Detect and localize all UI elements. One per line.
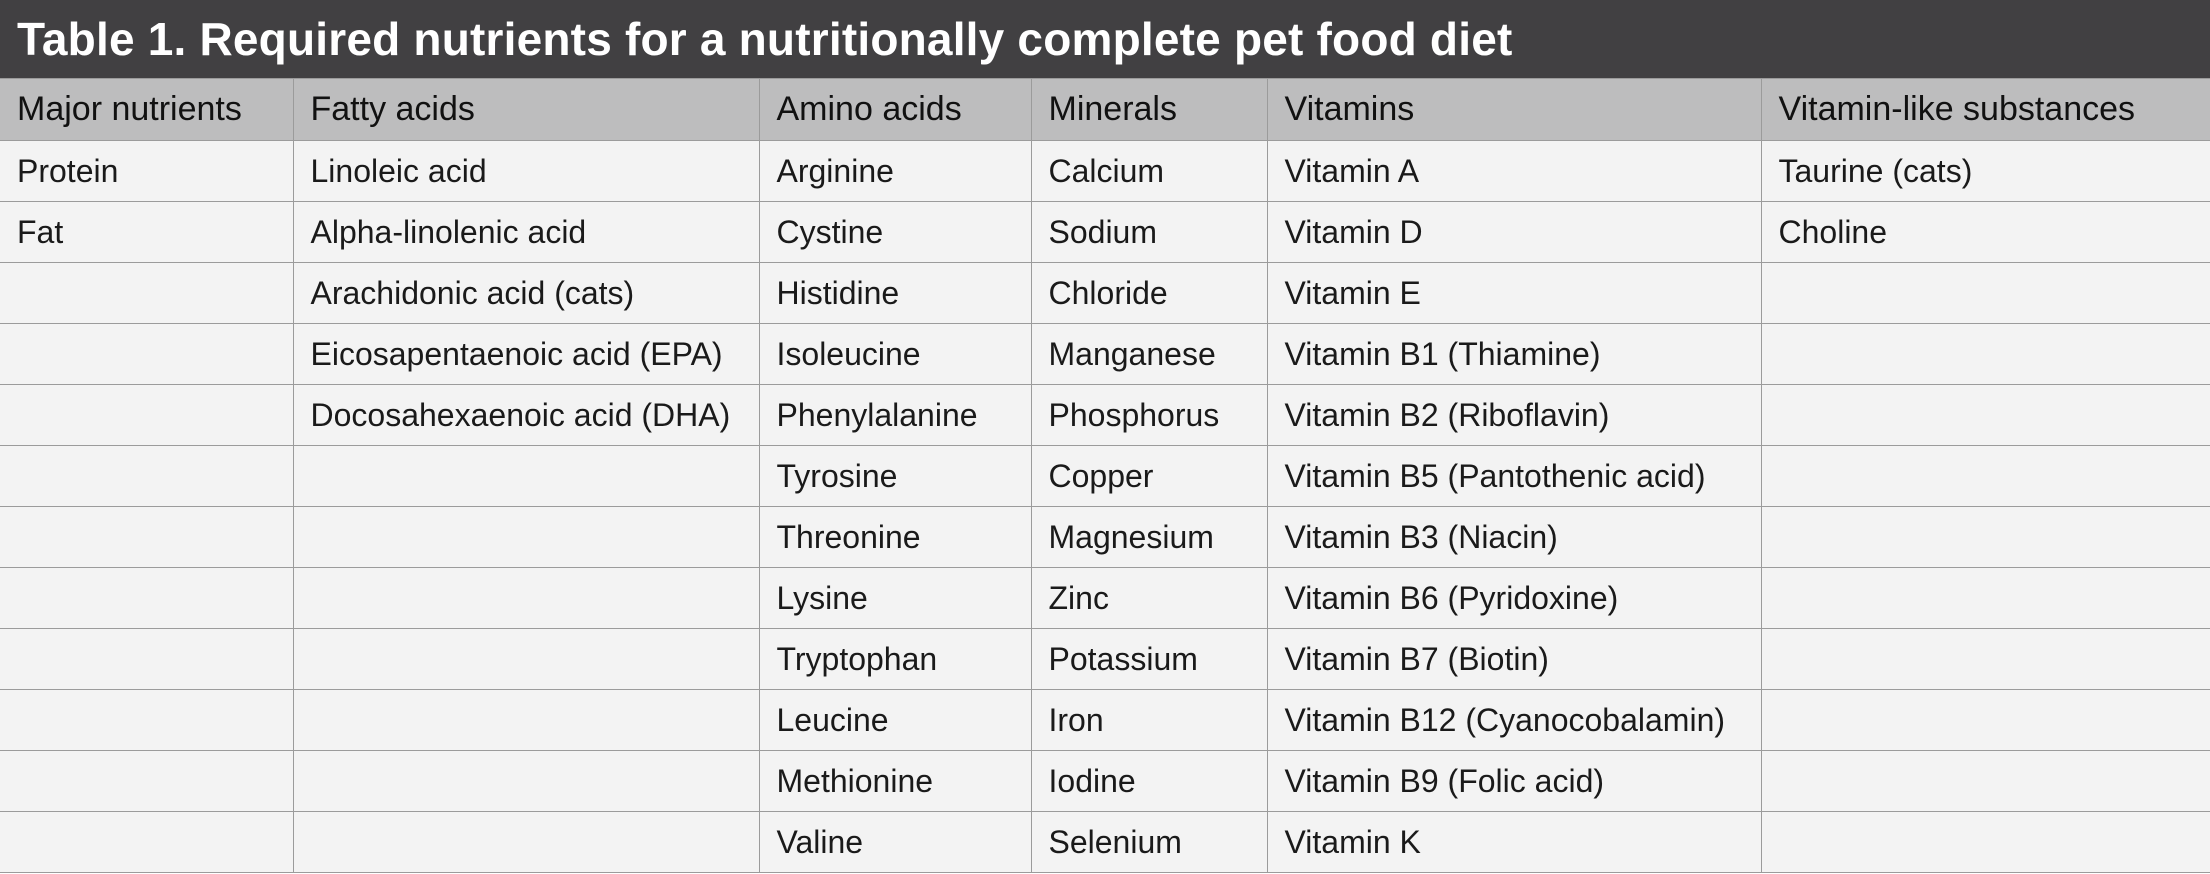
table-cell-major-nutrients: Fat <box>0 201 294 263</box>
table-cell-vitamins: Vitamin B2 (Riboflavin) <box>1266 384 1762 446</box>
table-cell-major-nutrients <box>0 384 294 446</box>
table-cell-fatty-acids <box>292 567 760 629</box>
table-cell-vitamin-like-substances <box>1760 506 2210 568</box>
table-cell-minerals: Sodium <box>1030 201 1268 263</box>
table-cell-vitamin-like-substances <box>1760 323 2210 385</box>
table-cell-minerals: Manganese <box>1030 323 1268 385</box>
table-title: Table 1. Required nutrients for a nutrit… <box>17 13 1513 65</box>
table-cell-fatty-acids <box>292 750 760 812</box>
table-cell-major-nutrients <box>0 323 294 385</box>
table-cell-vitamins: Vitamin B3 (Niacin) <box>1266 506 1762 568</box>
table-row: Protein Linoleic acid Arginine Calcium Vitam… <box>0 140 2210 202</box>
table-cell-vitamin-like-substances <box>1760 628 2210 690</box>
table-cell-vitamins: Vitamin B6 (Pyridoxine) <box>1266 567 1762 629</box>
table-cell-amino-acids: Cystine <box>758 201 1032 263</box>
table-cell-fatty-acids <box>292 628 760 690</box>
table-row: Leucine Iron Vitamin B12 (Cyanocobalamin) <box>0 689 2210 751</box>
table-cell-vitamin-like-substances <box>1760 445 2210 507</box>
table-cell-fatty-acids: Arachidonic acid (cats) <box>292 262 760 324</box>
table-cell-amino-acids: Lysine <box>758 567 1032 629</box>
table-cell-vitamin-like-substances <box>1760 689 2210 751</box>
table-cell-major-nutrients <box>0 262 294 324</box>
table-cell-vitamins: Vitamin B7 (Biotin) <box>1266 628 1762 690</box>
table-row: Tryptophan Potassium Vitamin B7 (Biotin) <box>0 628 2210 690</box>
table-cell-major-nutrients <box>0 750 294 812</box>
table-cell-amino-acids: Phenylalanine <box>758 384 1032 446</box>
table-cell-major-nutrients <box>0 689 294 751</box>
table-cell-minerals: Iodine <box>1030 750 1268 812</box>
table-row: Tyrosine Copper Vitamin B5 (Pantothenic ac… <box>0 445 2210 507</box>
table-cell-fatty-acids: Docosahexaenoic acid (DHA) <box>292 384 760 446</box>
table-cell-vitamins: Vitamin K <box>1266 811 1762 873</box>
table-cell-major-nutrients <box>0 445 294 507</box>
title-bar: Table 1. Required nutrients for a nutrit… <box>0 0 2210 78</box>
table-row: Valine Selenium Vitamin K <box>0 811 2210 873</box>
table-cell-minerals: Chloride <box>1030 262 1268 324</box>
table-cell-minerals: Copper <box>1030 445 1268 507</box>
header-row: Major nutrients Fatty acids Amino acids … <box>0 78 2210 141</box>
table-cell-vitamin-like-substances <box>1760 567 2210 629</box>
table-row: Docosahexaenoic acid (DHA) Phenylalanine P… <box>0 384 2210 446</box>
table-cell-vitamin-like-substances <box>1760 811 2210 873</box>
table-cell-amino-acids: Tryptophan <box>758 628 1032 690</box>
table-cell-amino-acids: Leucine <box>758 689 1032 751</box>
table-cell-vitamin-like-substances <box>1760 384 2210 446</box>
table-cell-minerals: Potassium <box>1030 628 1268 690</box>
table-row: Arachidonic acid (cats) Histidine Chloride… <box>0 262 2210 324</box>
column-header-major-nutrients: Major nutrients <box>0 78 294 141</box>
table-cell-minerals: Calcium <box>1030 140 1268 202</box>
table-cell-fatty-acids <box>292 445 760 507</box>
table-row: Lysine Zinc Vitamin B6 (Pyridoxine) <box>0 567 2210 629</box>
table-row: Methionine Iodine Vitamin B9 (Folic acid) <box>0 750 2210 812</box>
table-cell-minerals: Zinc <box>1030 567 1268 629</box>
table-cell-vitamins: Vitamin D <box>1266 201 1762 263</box>
table-cell-vitamins: Vitamin B1 (Thiamine) <box>1266 323 1762 385</box>
table-cell-fatty-acids: Eicosapentaenoic acid (EPA) <box>292 323 760 385</box>
table-cell-fatty-acids <box>292 811 760 873</box>
table-cell-major-nutrients <box>0 628 294 690</box>
table-cell-minerals: Selenium <box>1030 811 1268 873</box>
table-cell-vitamins: Vitamin E <box>1266 262 1762 324</box>
table-cell-major-nutrients: Protein <box>0 140 294 202</box>
table-cell-amino-acids: Valine <box>758 811 1032 873</box>
table-cell-major-nutrients <box>0 811 294 873</box>
table-cell-vitamins: Vitamin B12 (Cyanocobalamin) <box>1266 689 1762 751</box>
column-header-vitamin-like-substances: Vitamin-like substances <box>1760 78 2210 141</box>
table-cell-fatty-acids <box>292 689 760 751</box>
column-header-fatty-acids: Fatty acids <box>292 78 760 141</box>
table-cell-minerals: Iron <box>1030 689 1268 751</box>
table-cell-amino-acids: Arginine <box>758 140 1032 202</box>
table-cell-vitamins: Vitamin B9 (Folic acid) <box>1266 750 1762 812</box>
table-body: Protein Linoleic acid Arginine Calcium Vitam… <box>0 140 2210 873</box>
table-row: Fat Alpha-linolenic acid Cystine Sodium Vita… <box>0 201 2210 263</box>
table-cell-amino-acids: Tyrosine <box>758 445 1032 507</box>
table-cell-major-nutrients <box>0 506 294 568</box>
nutrients-table: Major nutrients Fatty acids Amino acids … <box>0 78 2210 873</box>
column-header-vitamins: Vitamins <box>1266 78 1762 141</box>
table-cell-vitamin-like-substances <box>1760 750 2210 812</box>
table-row: Threonine Magnesium Vitamin B3 (Niacin) <box>0 506 2210 568</box>
table-cell-minerals: Phosphorus <box>1030 384 1268 446</box>
column-header-amino-acids: Amino acids <box>758 78 1032 141</box>
table-cell-fatty-acids: Alpha-linolenic acid <box>292 201 760 263</box>
table-cell-fatty-acids <box>292 506 760 568</box>
table-cell-vitamin-like-substances: Taurine (cats) <box>1760 140 2210 202</box>
table-cell-amino-acids: Methionine <box>758 750 1032 812</box>
table-row: Eicosapentaenoic acid (EPA) Isoleucine Man… <box>0 323 2210 385</box>
table-cell-vitamins: Vitamin B5 (Pantothenic acid) <box>1266 445 1762 507</box>
table-cell-vitamin-like-substances: Choline <box>1760 201 2210 263</box>
column-header-minerals: Minerals <box>1030 78 1268 141</box>
table-cell-major-nutrients <box>0 567 294 629</box>
table-cell-fatty-acids: Linoleic acid <box>292 140 760 202</box>
table-cell-amino-acids: Histidine <box>758 262 1032 324</box>
table-cell-vitamin-like-substances <box>1760 262 2210 324</box>
table-cell-minerals: Magnesium <box>1030 506 1268 568</box>
table-cell-amino-acids: Isoleucine <box>758 323 1032 385</box>
table-cell-amino-acids: Threonine <box>758 506 1032 568</box>
table-cell-vitamins: Vitamin A <box>1266 140 1762 202</box>
